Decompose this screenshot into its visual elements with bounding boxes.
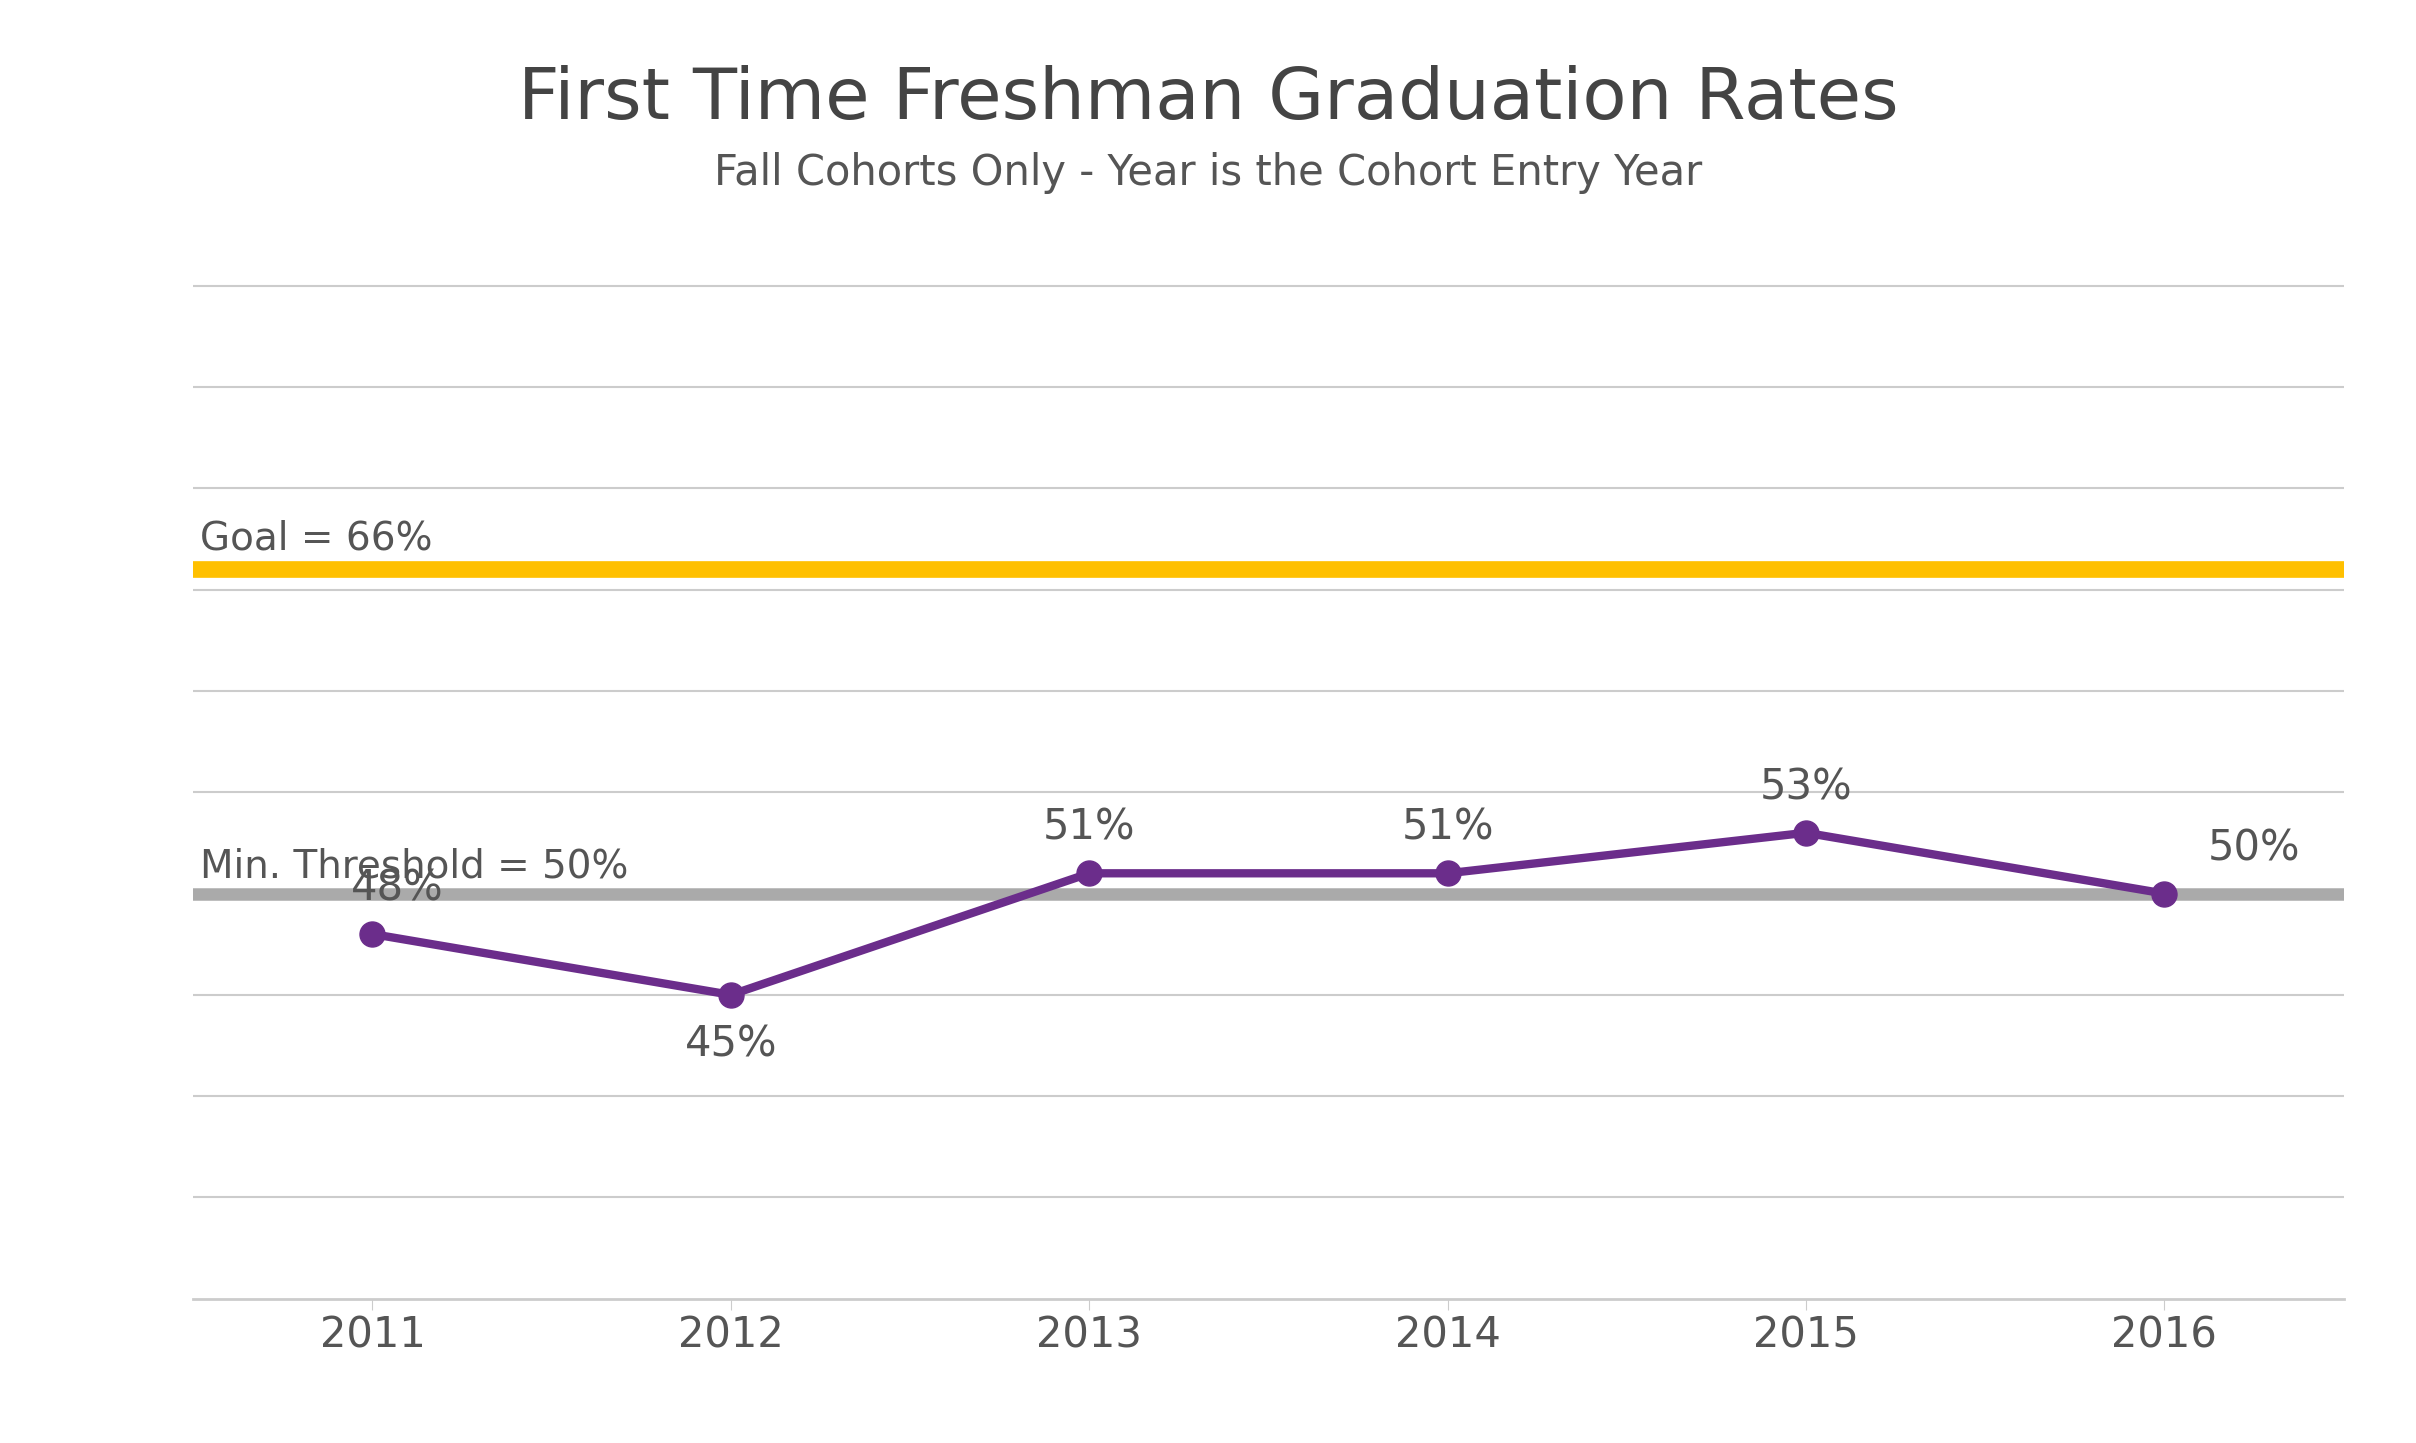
Text: Fall Cohorts Only - Year is the Cohort Entry Year: Fall Cohorts Only - Year is the Cohort E… [713, 152, 1703, 193]
Text: First Time Freshman Graduation Rates: First Time Freshman Graduation Rates [517, 65, 1899, 134]
Text: Min. Threshold = 50%: Min. Threshold = 50% [201, 847, 628, 886]
Text: 50%: 50% [2208, 827, 2300, 869]
Text: 45%: 45% [684, 1023, 778, 1066]
Text: 51%: 51% [1401, 807, 1493, 848]
Text: 48%: 48% [350, 867, 445, 909]
Text: Goal = 66%: Goal = 66% [201, 519, 432, 557]
Text: 53%: 53% [1759, 766, 1853, 808]
Text: 51%: 51% [1044, 807, 1136, 848]
